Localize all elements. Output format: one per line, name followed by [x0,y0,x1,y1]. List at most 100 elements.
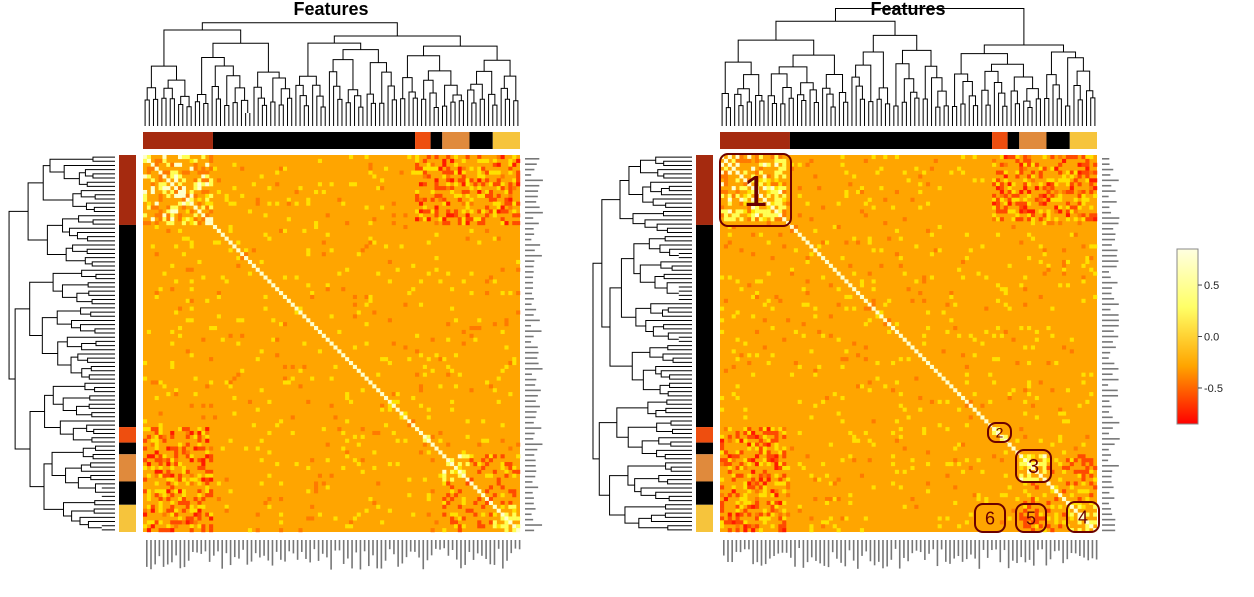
column-tick-label [380,540,383,569]
heatmap-cell [492,197,497,202]
heatmap-cell [1062,263,1067,268]
heatmap-cell [1003,450,1008,455]
heatmap-cell [1030,345,1036,350]
heatmap-cell [166,392,171,397]
heatmap-cell [821,524,826,529]
heatmap-cell [1030,528,1036,533]
heatmap-cell [504,201,509,206]
heatmap-cell [512,473,517,478]
heatmap-cell [174,186,179,191]
heatmap-cell [747,283,752,288]
heatmap-cell [1081,275,1086,280]
heatmap-cell [1058,283,1063,288]
heatmap-cell [500,512,505,517]
heatmap-cell [189,209,194,214]
heatmap-cell [856,189,861,195]
row-tick-label [1102,464,1119,467]
column-tick-label [861,540,863,556]
column-tick-label [384,540,387,561]
heatmap-cell [259,388,264,393]
heatmap-cell [720,458,725,463]
heatmap-cell [154,458,159,463]
heatmap-cell [380,520,385,525]
heatmap-cell [154,473,159,478]
heatmap-cell [275,170,280,175]
heatmap-cell [782,520,787,525]
heatmap-cell [457,193,462,198]
heatmap-cell [453,384,459,389]
heatmap-cell [154,380,159,385]
heatmap-cell [844,279,849,284]
column-tick-label [991,540,993,551]
heatmap-cell [828,263,833,268]
heatmap-cell [1023,411,1028,416]
heatmap-cell [504,516,509,521]
heatmap-cell [469,271,474,276]
heatmap-cell [450,306,455,311]
heatmap-cell [263,294,268,300]
heatmap-cell [1073,508,1078,513]
heatmap-cell [723,450,728,455]
heatmap-cell [224,236,229,241]
heatmap-cell [201,217,206,222]
heatmap-cell [481,166,486,171]
heatmap-cell [754,497,760,502]
heatmap-cell [345,438,350,443]
heatmap-cell [189,454,194,459]
heatmap-cell [925,481,931,486]
heatmap-cell [1054,182,1059,187]
heatmap-cell [298,306,303,311]
heatmap-cell [813,314,818,319]
heatmap-cell [488,454,493,459]
heatmap-cell [174,446,179,451]
column-tick-label [739,540,742,553]
heatmap-cell [197,516,202,521]
heatmap-cell [949,291,954,296]
row-tick-label [525,287,534,289]
heatmap-cell [485,291,490,296]
heatmap-cell [1054,217,1059,222]
heatmap-cell [205,189,210,195]
row-tick-label [1102,454,1112,456]
heatmap-cell [801,333,806,338]
heatmap-cell [782,189,787,195]
heatmap-cell [450,520,455,525]
heatmap-cell [236,372,241,377]
heatmap-cell [485,193,490,198]
column-cluster-segment [1019,132,1047,149]
heatmap-cell [146,504,151,509]
heatmap-cell [1023,158,1028,163]
heatmap-cell [481,438,486,443]
heatmap-cell [747,485,752,490]
row-tick-label [1102,271,1110,273]
heatmap-cell [158,508,163,513]
heatmap-cell [1019,205,1024,210]
row-tick-label [1102,314,1119,316]
heatmap-cell [146,201,151,206]
heatmap-cell [995,232,1001,237]
heatmap-cell [197,493,202,498]
heatmap-cell [158,465,163,471]
heatmap-cell [442,481,447,486]
heatmap-cell [778,298,783,303]
heatmap-cell [1093,271,1098,276]
heatmap-cell [143,512,148,517]
heatmap-cell [504,318,509,323]
heatmap-cell [205,434,210,439]
heatmap-cell [1046,178,1051,183]
cluster-marker-label: 6 [985,508,995,528]
heatmap-cell [209,512,214,517]
heatmap-cell [992,197,997,202]
heatmap-cell [1085,497,1090,502]
heatmap-cell [201,403,206,408]
heatmap-cell [516,454,521,459]
heatmap-cell [922,298,927,303]
row-tick-label [525,265,534,268]
heatmap-cell [957,333,962,338]
heatmap-cell [500,524,505,529]
heatmap-cell [805,162,810,167]
heatmap-cell [348,360,354,366]
heatmap-cell [508,201,513,206]
heatmap-cell [450,407,455,412]
heatmap-cell [485,473,490,478]
